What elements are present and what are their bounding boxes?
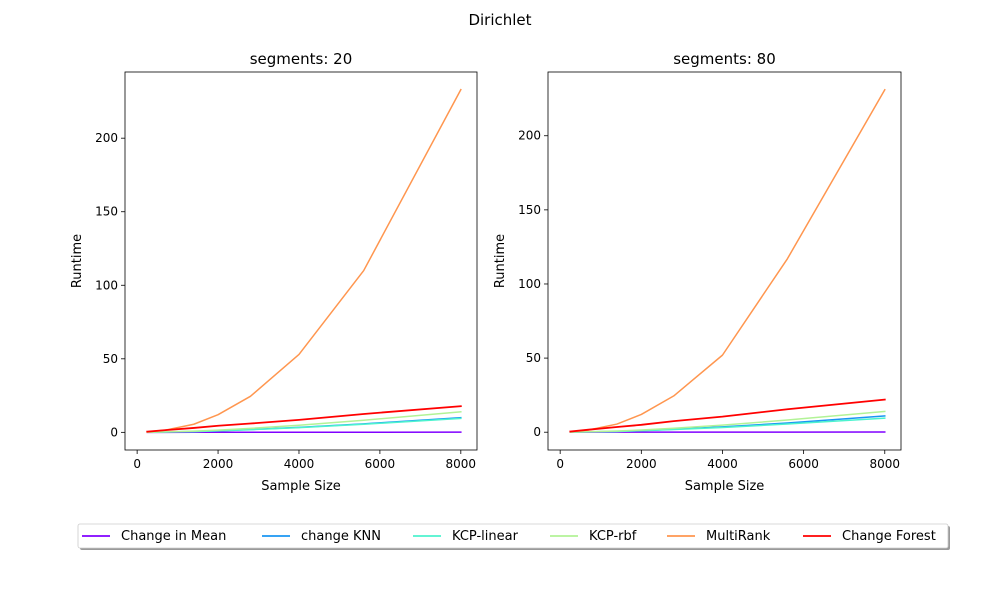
x-tick-label: 6000 xyxy=(788,457,819,471)
y-tick-label: 200 xyxy=(95,131,118,145)
legend-label: KCP-rbf xyxy=(589,529,637,544)
y-axis-label: Runtime xyxy=(493,234,508,288)
series-lines xyxy=(146,88,462,434)
y-tick-label: 50 xyxy=(103,352,118,366)
series-line-change-forest xyxy=(569,398,886,433)
x-tick-label: 6000 xyxy=(365,457,396,471)
series-line-kcp-rbf xyxy=(146,410,462,433)
series-line-multirank xyxy=(146,88,462,433)
legend-label: Change Forest xyxy=(842,529,936,544)
legend-box xyxy=(77,523,949,549)
series-line-multirank xyxy=(569,88,886,433)
subplot-title: segments: 20 xyxy=(250,50,353,68)
legend-item-change-forest: Change Forest xyxy=(803,529,936,544)
y-tick-label: 200 xyxy=(518,129,541,143)
figure-title: Dirichlet xyxy=(468,11,531,29)
legend-label: MultiRank xyxy=(706,529,771,544)
x-tick-label: 4000 xyxy=(707,457,738,471)
x-tick-label: 4000 xyxy=(284,457,315,471)
axes-frame xyxy=(124,71,478,451)
legend-label: change KNN xyxy=(301,529,381,544)
y-tick-label: 0 xyxy=(533,425,541,439)
x-axis-label: Sample Size xyxy=(685,479,765,494)
y-axis-label: Runtime xyxy=(70,234,85,288)
legend-item-change-knn: change KNN xyxy=(262,529,381,544)
axes-frame xyxy=(547,71,902,451)
x-tick-label: 2000 xyxy=(203,457,234,471)
legend-item-kcp-rbf: KCP-rbf xyxy=(550,529,637,544)
subplot-segments-20: 0 2000 4000 6000 8000 0 50 100 150 200 segments: 2… xyxy=(70,50,478,494)
x-tick-label: 8000 xyxy=(869,457,900,471)
legend-item-change-in-mean: Change in Mean xyxy=(82,529,226,544)
subplot-segments-80: 0 2000 4000 6000 8000 0 50 100 150 200 segments: 8… xyxy=(493,50,902,494)
legend-label: Change in Mean xyxy=(121,529,226,544)
series-line-kcp-rbf xyxy=(569,410,886,433)
y-tick-label: 0 xyxy=(110,425,118,439)
y-tick-label: 100 xyxy=(518,277,541,291)
series-line-change-forest xyxy=(146,405,462,433)
x-axis-label: Sample Size xyxy=(261,479,341,494)
y-tick-label: 50 xyxy=(526,351,541,365)
y-tick-label: 150 xyxy=(95,205,118,219)
legend-item-multirank: MultiRank xyxy=(667,529,771,544)
x-tick-label: 8000 xyxy=(446,457,477,471)
y-tick-label: 150 xyxy=(518,203,541,217)
subplot-title: segments: 80 xyxy=(673,50,776,68)
series-lines xyxy=(569,88,886,433)
x-tick-label: 2000 xyxy=(626,457,657,471)
legend-item-kcp-linear: KCP-linear xyxy=(413,529,519,544)
legend: Change in Mean change KNN KCP-linear KCP-rb… xyxy=(77,523,950,550)
y-tick-label: 100 xyxy=(95,278,118,292)
x-tick-label: 0 xyxy=(556,457,564,471)
x-tick-label: 0 xyxy=(133,457,141,471)
legend-label: KCP-linear xyxy=(452,529,519,544)
